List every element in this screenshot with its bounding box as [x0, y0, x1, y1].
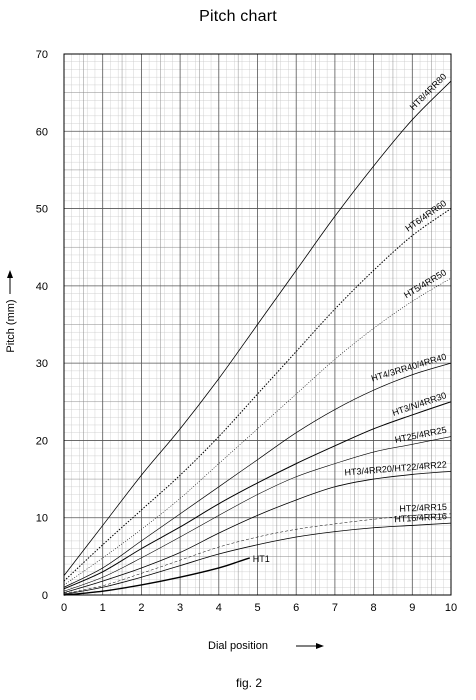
page-title: Pitch chart	[199, 8, 277, 25]
y-axis-arrow-head	[7, 270, 13, 278]
series-label-ht16-4rr16: HT16/4RR16	[394, 511, 447, 524]
series-label-ht1: HT1	[253, 554, 270, 564]
y-tick-label: 40	[36, 281, 48, 293]
series-label-ht3-n-4rr30: HT3/N/4RR30	[391, 390, 448, 418]
y-tick-label: 50	[36, 204, 48, 216]
y-tick-label: 0	[42, 590, 48, 602]
x-tick-labels: 0 1 2 3 4 5 6 7 8 9 10	[61, 602, 457, 614]
series-labels: HT8/4RR80HT6/4RR60HT5/4RR50HT4/3RR40/4RR…	[253, 71, 449, 564]
major-grid	[63, 53, 452, 596]
x-tick-label: 4	[216, 602, 222, 614]
y-tick-label: 70	[36, 49, 48, 61]
y-axis-title: Pitch (mm)	[5, 299, 17, 352]
y-tick-labels: 0 10 20 30 40 50 60 70	[36, 49, 48, 602]
series-label-ht2-4rr15: HT2/4RR15	[399, 502, 447, 514]
figure-caption: fig. 2	[236, 676, 263, 690]
series-line-ht6-4rr60	[63, 208, 452, 582]
series-line-ht25-4rr25	[63, 436, 452, 592]
y-tick-label: 30	[36, 358, 48, 370]
series-line-ht4-3rr40-4rr40	[63, 362, 452, 588]
series-line-ht2-4rr15	[63, 513, 452, 594]
x-tick-label: 5	[254, 602, 260, 614]
x-tick-label: 9	[409, 602, 415, 614]
series-lines	[63, 80, 452, 596]
x-tick-label: 6	[293, 602, 299, 614]
x-tick-label: 3	[177, 602, 183, 614]
series-label-ht8-4rr80: HT8/4RR80	[408, 71, 449, 112]
x-axis-arrow-head	[316, 643, 324, 649]
x-tick-label: 8	[371, 602, 377, 614]
series-line-ht3-n-4rr30	[63, 401, 452, 590]
y-tick-label: 20	[36, 435, 48, 447]
y-tick-label: 10	[36, 513, 48, 525]
plot-frame	[63, 53, 452, 596]
x-tick-label: 0	[61, 602, 67, 614]
mid-grid	[64, 54, 451, 595]
x-axis-title: Dial position	[208, 640, 268, 652]
x-tick-label: 2	[138, 602, 144, 614]
y-tick-label: 60	[36, 126, 48, 138]
series-label-ht25-4rr25: HT25/4RR25	[394, 425, 447, 445]
x-tick-label: 1	[100, 602, 106, 614]
series-line-ht3-4rr20-ht22-4rr22	[63, 470, 452, 594]
series-label-ht6-4rr60: HT6/4RR60	[403, 198, 448, 233]
series-line-ht1	[63, 557, 250, 596]
series-line-ht8-4rr80	[63, 80, 452, 576]
series-line-ht16-4rr16	[63, 522, 452, 595]
x-tick-label: 7	[332, 602, 338, 614]
x-tick-label: 10	[445, 602, 457, 614]
